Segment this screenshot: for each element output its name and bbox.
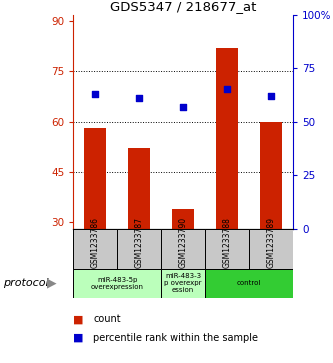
Bar [172, 209, 194, 229]
Text: GSM1233787: GSM1233787 [135, 217, 144, 268]
Text: GSM1233789: GSM1233789 [266, 217, 276, 268]
Text: ▶: ▶ [47, 277, 56, 290]
Text: GSM1233788: GSM1233788 [222, 217, 232, 268]
Point [137, 95, 142, 101]
Text: miR-483-3
p overexpr
ession: miR-483-3 p overexpr ession [165, 273, 202, 293]
Point [224, 87, 230, 93]
Bar [161, 269, 205, 298]
Text: GSM1233786: GSM1233786 [91, 217, 100, 268]
Text: control: control [237, 280, 261, 286]
Text: ■: ■ [73, 333, 84, 343]
Bar [73, 229, 117, 269]
Bar [249, 229, 293, 269]
Bar [205, 269, 293, 298]
Bar [117, 229, 161, 269]
Text: count: count [93, 314, 121, 325]
Point [180, 104, 186, 110]
Bar [216, 48, 238, 229]
Point [268, 93, 274, 99]
Text: miR-483-5p
overexpression: miR-483-5p overexpression [91, 277, 144, 290]
Bar [161, 229, 205, 269]
Text: ■: ■ [73, 314, 84, 325]
Bar [84, 128, 106, 229]
Text: GSM1233790: GSM1233790 [178, 217, 188, 268]
Text: percentile rank within the sample: percentile rank within the sample [93, 333, 258, 343]
Point [93, 91, 98, 97]
Text: protocol: protocol [3, 278, 49, 288]
Title: GDS5347 / 218677_at: GDS5347 / 218677_at [110, 0, 256, 13]
Bar [205, 229, 249, 269]
Bar [73, 269, 161, 298]
Bar [260, 122, 282, 229]
Bar [128, 148, 150, 229]
